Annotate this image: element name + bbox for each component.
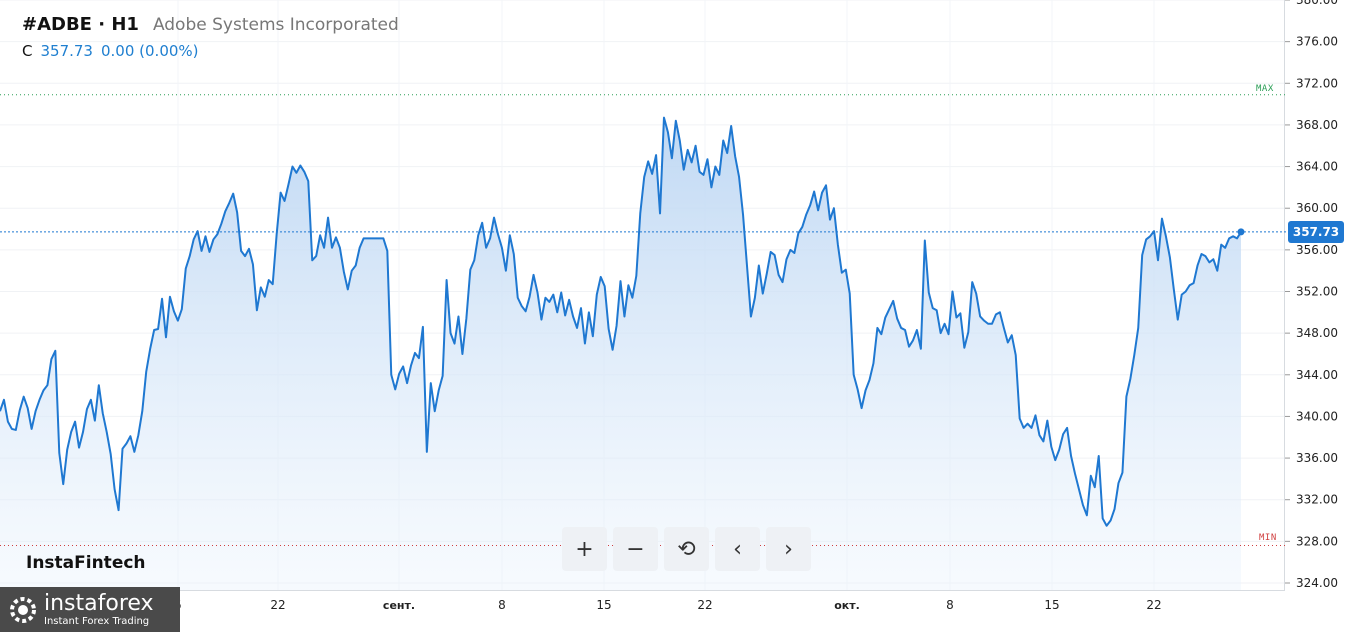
scroll-right-button[interactable]: › [766, 527, 811, 571]
close-value: 357.73 [40, 42, 93, 60]
y-tick-label: 376.00 [1296, 35, 1338, 49]
plus-icon: + [575, 536, 594, 562]
chevron-left-icon: ‹ [733, 536, 742, 562]
logo-main-text: instaforex [44, 590, 154, 616]
change-value: 0.00 (0.00%) [100, 42, 199, 60]
chart-toolbar: + − ⟲ ‹ › [562, 527, 811, 571]
y-tick-label: 348.00 [1296, 326, 1338, 340]
logo-sub-text: Instant Forex Trading [44, 615, 150, 627]
x-tick-label: 22 [697, 598, 712, 612]
reset-icon: ⟲ [677, 536, 696, 562]
logo-gear-icon [10, 596, 36, 623]
y-tick-label: 360.00 [1296, 201, 1338, 215]
y-tick-label: 372.00 [1296, 76, 1338, 90]
last-price-badge: 357.73 [1288, 221, 1344, 243]
watermark-text: InstaFintech [26, 553, 146, 573]
scroll-left-button[interactable]: ‹ [715, 527, 760, 571]
min-label: MIN [1259, 533, 1277, 543]
chart-legend: #ADBE · H1 Adobe Systems Incorporated C … [22, 14, 399, 68]
x-tick-label: 15 [596, 598, 611, 612]
x-tick-label: сент. [383, 599, 415, 612]
chevron-right-icon: › [784, 536, 793, 562]
zoom-in-button[interactable]: + [562, 527, 607, 571]
reset-button[interactable]: ⟲ [664, 527, 709, 571]
x-tick-label: 15 [1044, 598, 1059, 612]
close-label: C [22, 42, 33, 60]
y-tick-label: 324.00 [1296, 576, 1338, 590]
zoom-out-button[interactable]: − [613, 527, 658, 571]
x-tick-label: 8 [946, 598, 954, 612]
price-line [0, 116, 1242, 527]
x-tick-label: 22 [1146, 598, 1161, 612]
x-tick-label: 22 [270, 598, 285, 612]
y-tick-label: 336.00 [1296, 451, 1338, 465]
y-tick-label: 340.00 [1296, 409, 1338, 423]
minus-icon: − [626, 536, 645, 562]
y-tick-label: 352.00 [1296, 285, 1338, 299]
y-tick-label: 344.00 [1296, 368, 1338, 382]
y-tick-label: 368.00 [1296, 118, 1338, 132]
y-tick-label: 356.00 [1296, 243, 1338, 257]
y-tick-label: 332.00 [1296, 493, 1338, 507]
y-tick-label: 380.00 [1296, 0, 1338, 7]
x-tick-label: окт. [834, 599, 860, 612]
instaforex-logo[interactable]: instaforex Instant Forex Trading [0, 587, 180, 632]
price-area [0, 117, 1241, 590]
company-name: Adobe Systems Incorporated [152, 15, 399, 35]
last-price-dot [1237, 228, 1245, 236]
y-axis: 324.00 328.00 332.00 336.00 340.00 344.00 348.… [1285, 0, 1338, 590]
y-tick-label: 364.00 [1296, 160, 1338, 174]
symbol-label: #ADBE · H1 [22, 14, 139, 35]
x-tick-label: 8 [498, 598, 506, 612]
y-tick-label: 328.00 [1296, 534, 1338, 548]
max-label: MAX [1256, 84, 1274, 94]
